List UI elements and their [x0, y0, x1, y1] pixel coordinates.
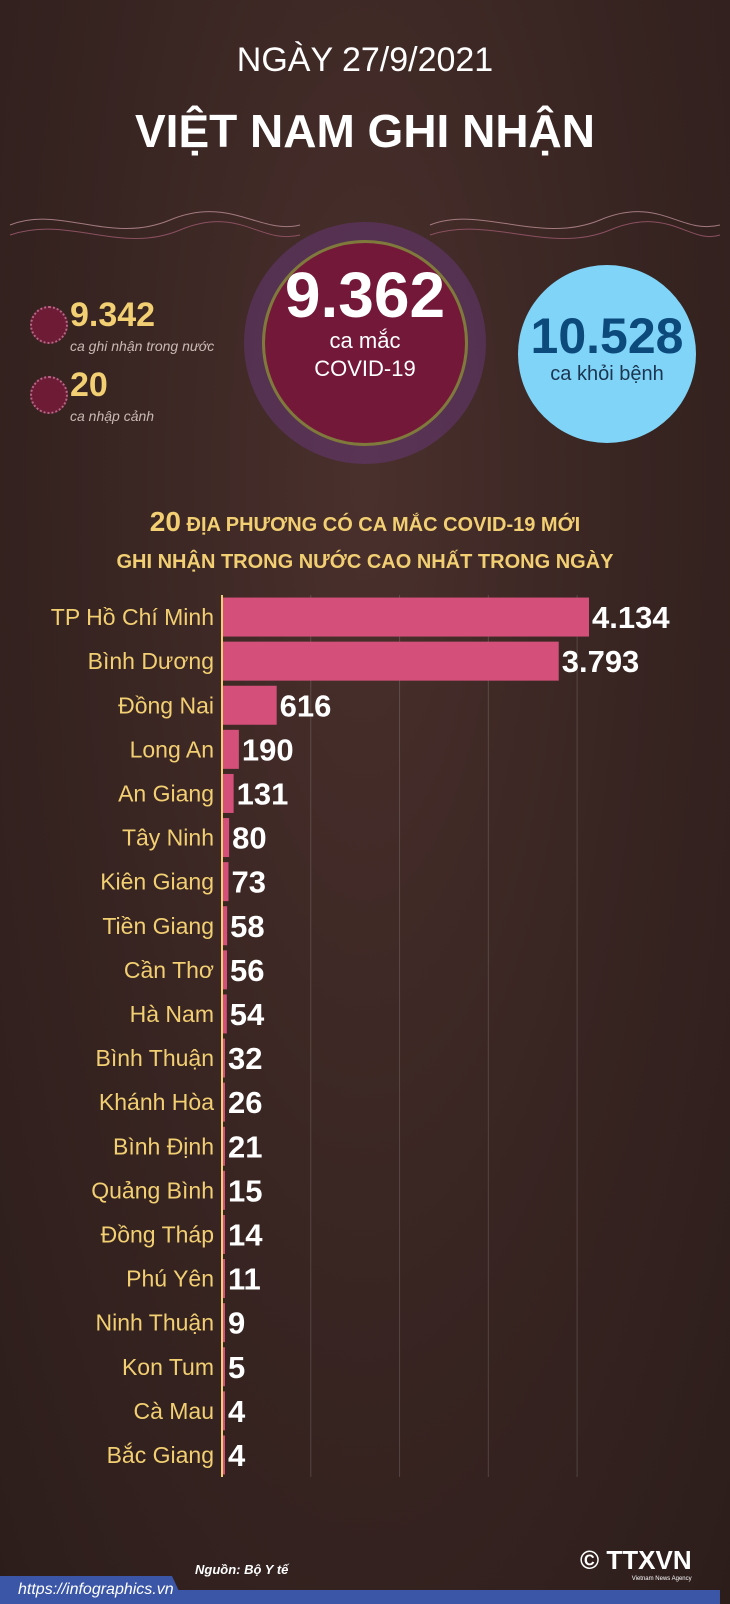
category-label: TP Hồ Chí Minh [51, 604, 214, 630]
recovered-label: ca khỏi bệnh [550, 363, 664, 385]
category-label: Kon Tum [122, 1354, 214, 1380]
category-label: Kiên Giang [100, 869, 214, 895]
category-label: Tây Ninh [122, 825, 214, 851]
virus-icon [30, 306, 68, 344]
category-label: Ninh Thuận [96, 1310, 215, 1336]
bar [222, 1391, 225, 1431]
bar [222, 597, 589, 637]
category-label: Bình Định [113, 1133, 214, 1159]
virus-icon [30, 376, 68, 414]
decorative-waves [9, 211, 721, 240]
bar [222, 1170, 225, 1210]
ttxvn-logo: © TTXVN Vietnam News Agency [580, 1546, 692, 1583]
value-label: 32 [228, 1041, 262, 1076]
imported-cases-label: ca nhập cảnh [70, 408, 155, 424]
bar [222, 818, 230, 858]
value-label: 4 [228, 1394, 246, 1429]
category-label: Cà Mau [133, 1398, 214, 1424]
bar [222, 1435, 225, 1475]
value-label: 4.134 [592, 600, 670, 635]
category-label: Quảng Bình [91, 1177, 214, 1203]
chart-title-count: 20 [149, 506, 181, 537]
bar-chart: TP Hồ Chí Minh 4.134 Bình Dương 3.793 Đồng N… [51, 595, 670, 1477]
bar [222, 773, 234, 813]
category-label: Bình Dương [88, 648, 214, 674]
total-cases-label: ca mắc [329, 328, 401, 353]
value-label: 21 [228, 1129, 262, 1164]
source-note: Nguồn: Bộ Y tế [195, 1562, 289, 1577]
bar [222, 729, 239, 769]
value-label: 616 [280, 688, 332, 723]
value-label: 73 [231, 865, 265, 900]
value-label: 3.793 [562, 644, 640, 679]
date-heading: NGÀY 27/9/2021 [236, 41, 494, 79]
value-label: 190 [242, 732, 294, 767]
recovered-value: 10.528 [530, 308, 684, 364]
category-label: Long An [130, 736, 214, 762]
copyright-symbol: © [580, 1545, 600, 1575]
chart-title-text: ĐỊA PHƯƠNG CÓ CA MẮC COVID-19 MỚI [186, 514, 581, 536]
bar [222, 1038, 225, 1078]
value-label: 80 [232, 821, 266, 856]
recovered-circle: 10.528 ca khỏi bệnh [518, 265, 696, 443]
value-label: 54 [230, 997, 265, 1032]
website-link[interactable]: https://infographics.vn [0, 1576, 185, 1604]
page-title: VIỆT NAM GHI NHẬN [135, 105, 595, 157]
domestic-cases-value: 9.342 [70, 296, 156, 334]
category-label: Cần Thơ [124, 957, 214, 983]
bar [222, 1082, 225, 1122]
imported-cases-value: 20 [70, 366, 108, 404]
bar [222, 1347, 225, 1387]
category-label: Khánh Hòa [99, 1089, 214, 1115]
bar [222, 950, 227, 990]
chart-title-line2: GHI NHẬN TRONG NƯỚC CAO NHẤT TRONG NGÀY [116, 551, 614, 573]
total-cases-circle: 9.362 ca mắc COVID-19 [262, 240, 468, 446]
value-label: 131 [237, 776, 289, 811]
category-label: Đồng Tháp [101, 1221, 214, 1247]
value-label: 56 [230, 953, 264, 988]
value-label: 15 [228, 1173, 262, 1208]
bar [222, 685, 277, 725]
chart-title-line1: 20 ĐỊA PHƯƠNG CÓ CA MẮC COVID-19 MỚI [0, 506, 730, 541]
category-label: Bình Thuận [95, 1045, 214, 1071]
category-label: Đồng Nai [118, 692, 214, 718]
value-label: 4 [228, 1438, 246, 1473]
value-label: 58 [230, 909, 264, 944]
category-label: Tiền Giang [102, 913, 214, 939]
category-label: Phú Yên [126, 1266, 214, 1292]
category-label: Bắc Giang [107, 1442, 214, 1468]
total-cases-label-disease: COVID-19 [314, 356, 416, 381]
bar [222, 1303, 225, 1343]
bar [222, 862, 229, 902]
logo-subtitle: Vietnam News Agency [631, 1576, 692, 1582]
logo-text: TTXVN [606, 1545, 692, 1575]
bar [222, 641, 559, 681]
value-label: 11 [228, 1262, 261, 1297]
bar [222, 906, 228, 946]
bar [222, 1259, 225, 1299]
domestic-cases-label: ca ghi nhận trong nước [70, 338, 215, 354]
bar [222, 994, 227, 1034]
value-label: 26 [228, 1085, 262, 1120]
bar [222, 1214, 225, 1254]
value-label: 5 [228, 1350, 245, 1385]
category-label: An Giang [118, 780, 214, 806]
bar [222, 1126, 225, 1166]
value-label: 9 [228, 1306, 245, 1341]
total-cases-value: 9.362 [284, 259, 446, 331]
category-label: Hà Nam [130, 1001, 214, 1027]
value-label: 14 [228, 1217, 263, 1252]
